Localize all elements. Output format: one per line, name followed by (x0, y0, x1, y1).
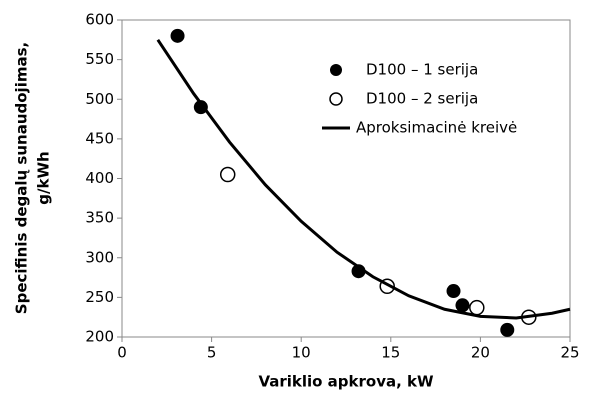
fit-line (156, 38, 571, 320)
legend-label: D100 – 2 serija (366, 90, 478, 108)
x-tick-label: 10 (292, 344, 311, 362)
x-tick-label: 5 (207, 344, 217, 362)
point (219, 166, 236, 183)
legend-swatch (329, 92, 343, 106)
legend-label: Aproksimacinė kreivė (356, 119, 517, 137)
point (469, 299, 485, 316)
plot-frame (121, 19, 571, 338)
x-tick-label: 20 (471, 344, 490, 362)
y-tick-label: 600 (85, 11, 114, 29)
y-tick-label: 300 (85, 248, 114, 266)
y-tick-label: 350 (85, 209, 114, 227)
y-tick-label: 500 (85, 90, 114, 108)
x-tick-label: 0 (117, 344, 127, 362)
point (170, 28, 185, 43)
y-tick-label: 450 (85, 129, 114, 147)
point (455, 298, 470, 313)
x-tick-label: 25 (560, 344, 579, 362)
x-tick-label: 15 (381, 344, 400, 362)
y-tick-label: 250 (85, 288, 114, 306)
y-axis-label: g/kWh (35, 151, 53, 204)
y-tick-label: 400 (85, 169, 114, 187)
legend-swatch (330, 64, 342, 76)
y-tick-label: 200 (85, 328, 114, 346)
point (500, 322, 515, 337)
y-axis-label: Specifinis degalų sunaudojimas, (13, 42, 31, 314)
point (193, 100, 208, 115)
x-axis-label: Variklio apkrova, kW (258, 373, 434, 391)
point (446, 284, 461, 299)
y-tick-label: 550 (85, 50, 114, 68)
legend-label: D100 – 1 serija (366, 61, 478, 79)
